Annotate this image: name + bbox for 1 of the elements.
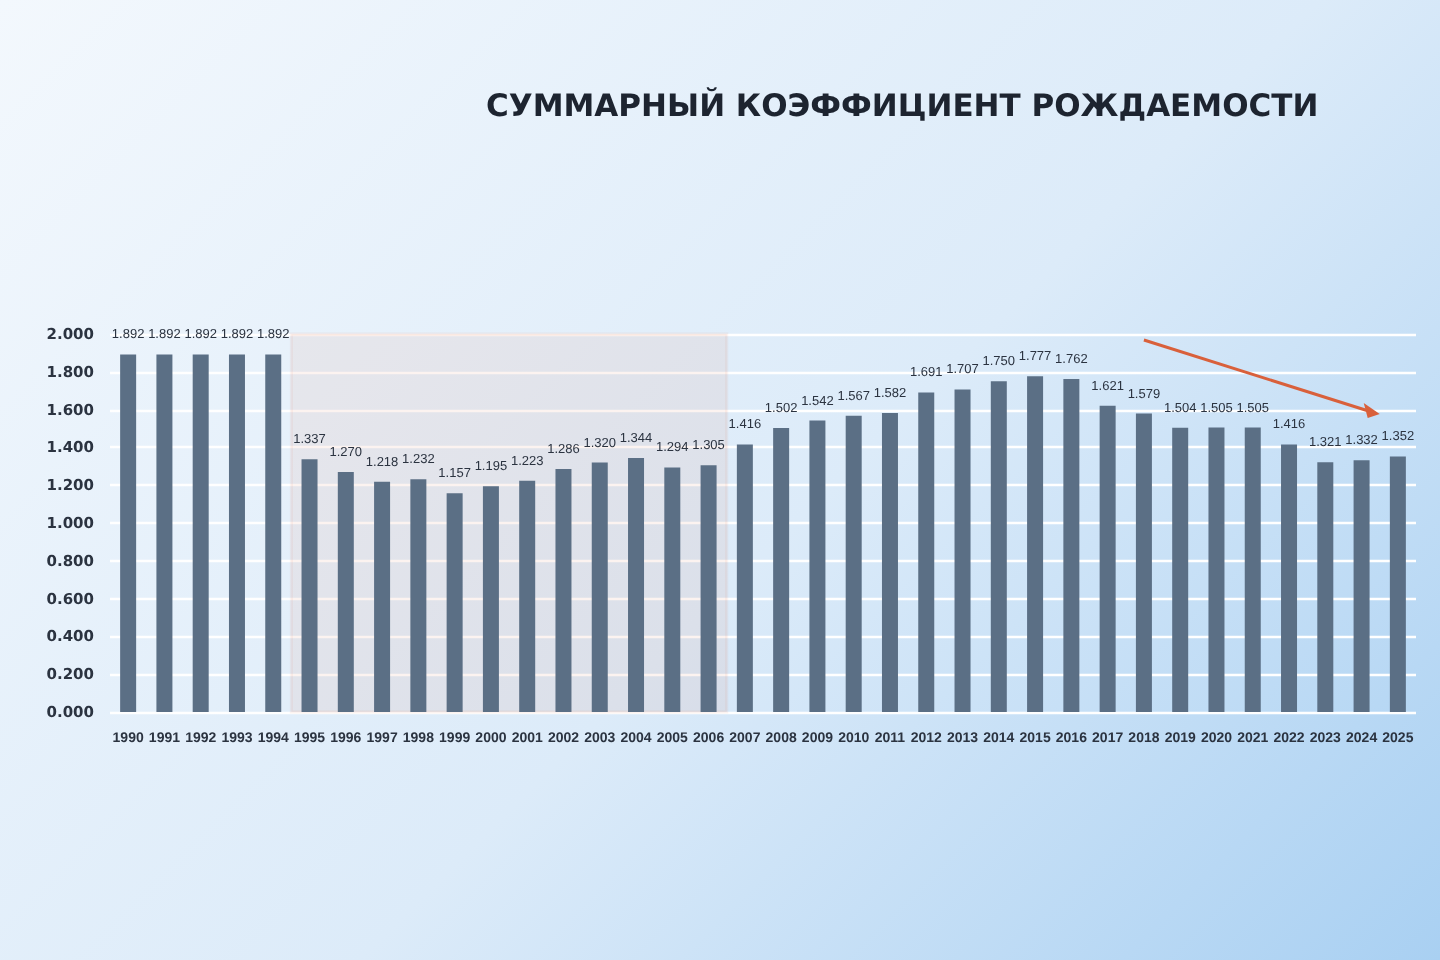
chart-title: СУММАРНЫЙ КОЭФФИЦИЕНТ РОЖДАЕМОСТИ bbox=[486, 86, 1319, 124]
